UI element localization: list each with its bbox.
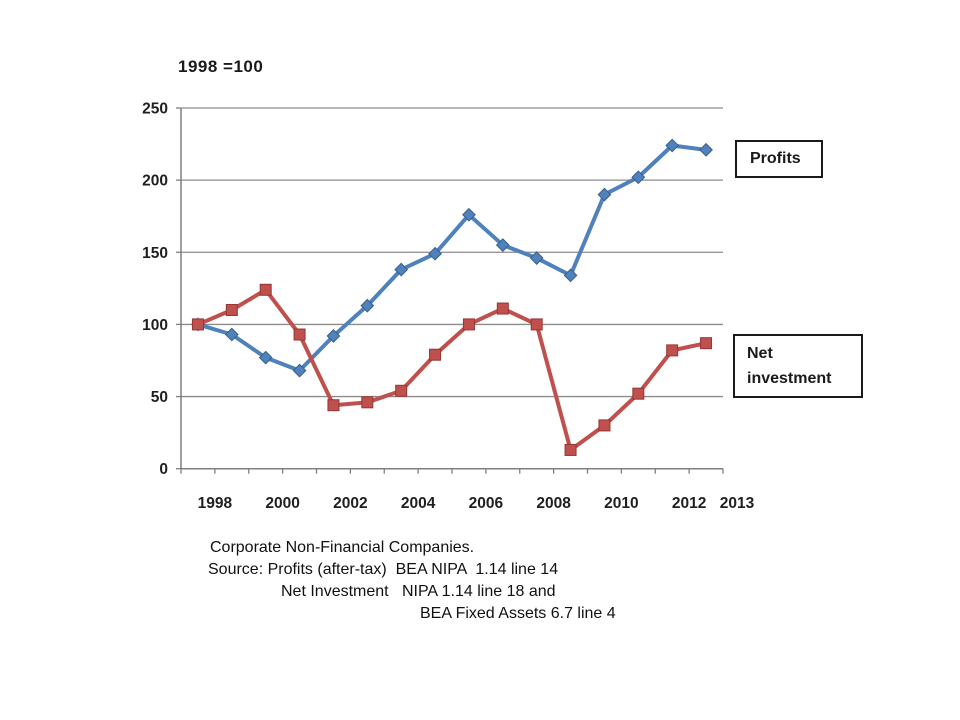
y-tick-label: 0 (159, 461, 168, 478)
footnote-line: Source: Profits (after-tax) BEA NIPA 1.1… (208, 561, 559, 578)
net-investment-marker (225, 303, 238, 316)
profits-line (195, 143, 709, 373)
profits-marker (631, 170, 646, 185)
net-investment-marker (666, 344, 679, 357)
profits-marker (258, 350, 273, 365)
profits-marker (326, 329, 341, 343)
y-tick-label: 200 (142, 173, 168, 190)
footnote-line: Net Investment NIPA 1.14 line 18 and (281, 583, 556, 600)
net-investment-marker (462, 318, 475, 331)
chart-title: 1998 =100 (178, 57, 264, 76)
net-investment-marker (395, 384, 408, 397)
profits-marker (597, 187, 612, 202)
x-tick-label: 2006 (469, 495, 504, 512)
profits-marker (665, 138, 680, 153)
profits-marker (224, 327, 239, 342)
profits-marker (699, 142, 713, 157)
x-tick-label: 2012 (672, 495, 706, 512)
x-tick-label: 2010 (604, 495, 638, 512)
net-investment-marker (361, 396, 374, 409)
net-investment-line (195, 287, 709, 452)
net-investment-marker (429, 348, 442, 361)
net-investment-marker (327, 399, 340, 412)
profits-marker (292, 363, 307, 378)
x-tick-label: 2002 (333, 495, 367, 512)
net-investment-marker (530, 318, 543, 331)
profits-marker (394, 262, 409, 277)
net-investment-marker (564, 443, 577, 456)
footnote-line: BEA Fixed Assets 6.7 line 4 (420, 605, 616, 622)
net-investment-marker (598, 419, 611, 432)
net-investment-marker (496, 302, 509, 315)
legend-net-investment-box: Net investment (733, 334, 863, 398)
profits-marker (360, 298, 375, 313)
x-tick-label: 2008 (536, 495, 571, 512)
footnote-line: Corporate Non-Financial Companies. (210, 539, 475, 556)
profits-marker (529, 251, 544, 265)
x-tick-label: 2004 (401, 495, 436, 512)
net-investment-marker (191, 318, 204, 331)
legend-net-investment-label: Net investment (747, 345, 832, 387)
profits-marker (563, 268, 578, 283)
x-tick-label: 2013 (720, 495, 755, 512)
net-investment-marker (259, 283, 272, 296)
legend-profits-label: Profits (750, 150, 801, 167)
net-investment-marker (632, 387, 645, 400)
y-tick-label: 150 (142, 245, 168, 262)
profits-marker (428, 246, 442, 261)
legend-profits-box: Profits (735, 140, 823, 178)
y-tick-label: 50 (151, 389, 168, 406)
net-investment-marker (700, 337, 713, 350)
footnote: Corporate Non-Financial Companies. Sourc… (0, 537, 616, 625)
x-tick-label: 2000 (265, 495, 299, 512)
x-tick-label: 1998 (198, 495, 233, 512)
net-investment-marker (293, 328, 306, 341)
y-tick-label: 250 (142, 101, 168, 118)
y-tick-label: 100 (142, 317, 168, 334)
profits-marker (495, 238, 510, 252)
profits-marker (462, 207, 476, 222)
